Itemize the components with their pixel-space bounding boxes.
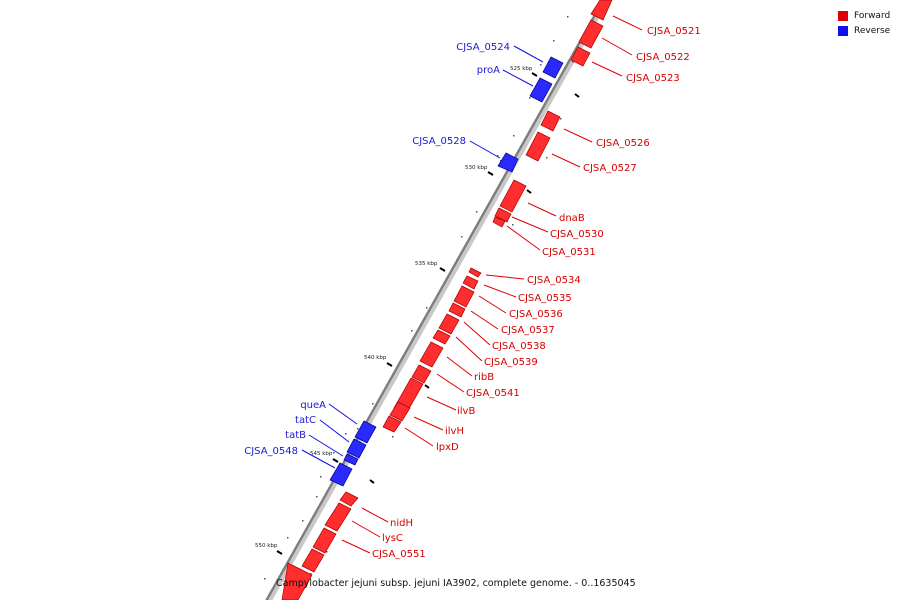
tick-535 xyxy=(439,267,446,272)
gene-label: CJSA_0521 xyxy=(647,26,701,37)
gene-label: CJSA_0531 xyxy=(542,247,596,258)
backbone-shadow xyxy=(266,0,610,600)
gene-label: CJSA_0536 xyxy=(509,309,563,320)
legend-reverse-label: Reverse xyxy=(854,25,891,36)
gene-label: CJSA_0522 xyxy=(636,52,690,63)
gene-dnaB[interactable] xyxy=(499,179,527,213)
gene-label: queA xyxy=(300,400,326,411)
gene-CJSA_0523[interactable] xyxy=(570,46,591,67)
gene-CJSA_0530[interactable] xyxy=(494,207,512,223)
gene-CJSA_0534[interactable] xyxy=(468,267,482,278)
tick-525 xyxy=(531,72,538,77)
gene-label: proA xyxy=(477,65,500,76)
gene-CJSA_0537[interactable] xyxy=(448,302,466,318)
gene-CJSA_0524[interactable] xyxy=(542,56,564,79)
gene-label: CJSA_0541 xyxy=(466,388,520,399)
tick-label: 530 kbp xyxy=(465,165,488,171)
gene-CJSA_0521[interactable] xyxy=(590,0,613,21)
legend-forward: Forward xyxy=(838,9,890,22)
gene-CJSA_0535[interactable] xyxy=(462,275,479,290)
gene-label: CJSA_0526 xyxy=(596,138,650,149)
gene-unlabeled[interactable] xyxy=(281,562,313,600)
tick-label: 550 kbp xyxy=(255,543,278,549)
tick-545 xyxy=(332,458,339,463)
gene-CJSA_0531[interactable] xyxy=(492,216,506,228)
gene-label: ilvH xyxy=(445,426,464,437)
gene-lysC[interactable] xyxy=(324,502,352,532)
gene-tatB[interactable] xyxy=(343,453,359,466)
gene-label: CJSA_0539 xyxy=(484,357,538,368)
tick-label: 545 kbp xyxy=(310,451,333,457)
forward-genes xyxy=(281,0,613,600)
gene-label: tatB xyxy=(285,430,306,441)
genome-caption: Campylobacter jejuni subsp. jejuni IA390… xyxy=(276,578,636,589)
gene-label: CJSA_0528 xyxy=(412,136,466,147)
gene-label: nidH xyxy=(390,518,413,529)
gene-CJSA_0541[interactable] xyxy=(411,364,432,384)
gene-label: lpxD xyxy=(436,442,459,453)
gene-label: ribB xyxy=(474,372,494,383)
tick-540 xyxy=(386,362,393,367)
genome-backbone xyxy=(265,0,605,600)
forward-labels: CJSA_0521 CJSA_0522 CJSA_0523 CJSA_0526 … xyxy=(372,26,701,560)
minor-tick xyxy=(526,189,532,194)
gene-CJSA_0526[interactable] xyxy=(540,110,561,132)
gene-unlabeled[interactable] xyxy=(301,548,325,573)
gene-proA[interactable] xyxy=(529,77,553,103)
legend: Forward Reverse xyxy=(838,9,890,39)
gene-tatC[interactable] xyxy=(346,438,367,459)
gene-CJSA_0539[interactable] xyxy=(432,329,451,345)
gene-label: CJSA_0530 xyxy=(550,229,604,240)
gene-label: CJSA_0538 xyxy=(492,341,546,352)
reverse-swatch xyxy=(838,25,848,36)
reverse-labels: CJSA_0524 proA CJSA_0528 queA tatC tatB … xyxy=(244,42,510,457)
gene-label: dnaB xyxy=(559,213,585,224)
tick-530 xyxy=(487,171,494,176)
tick-label: 525 kbp xyxy=(510,66,533,72)
gene-label: CJSA_0548 xyxy=(244,446,298,457)
tick-labels: 525 kbp 530 kbp 535 kbp 540 kbp 545 kbp … xyxy=(255,66,533,549)
legend-forward-label: Forward xyxy=(854,10,891,21)
tick-550 xyxy=(276,550,283,555)
gene-ribB[interactable] xyxy=(419,341,444,368)
tick-label: 540 kbp xyxy=(364,355,387,361)
gene-CJSA_0551[interactable] xyxy=(312,527,337,554)
gene-ilvH[interactable] xyxy=(389,401,411,422)
gene-label: ilvB xyxy=(457,406,475,417)
gene-label: CJSA_0551 xyxy=(372,549,426,560)
tick-label: 535 kbp xyxy=(415,261,438,267)
gene-CJSA_0527[interactable] xyxy=(525,131,551,162)
gene-CJSA_0522[interactable] xyxy=(578,19,604,49)
minor-tick xyxy=(369,479,375,484)
gene-label: CJSA_0535 xyxy=(518,293,572,304)
minor-tick xyxy=(424,384,430,389)
minor-tick xyxy=(574,93,580,98)
gene-CJSA_0536[interactable] xyxy=(453,285,475,308)
gene-label: CJSA_0524 xyxy=(456,42,510,53)
forward-swatch xyxy=(838,10,848,21)
legend-reverse: Reverse xyxy=(838,24,890,37)
gene-label: lysC xyxy=(382,533,403,544)
gene-label: CJSA_0534 xyxy=(527,275,581,286)
tick-marks xyxy=(276,72,580,555)
gene-label: CJSA_0537 xyxy=(501,325,555,336)
gene-label: CJSA_0527 xyxy=(583,163,637,174)
gene-nidH[interactable] xyxy=(339,491,359,507)
reverse-genes xyxy=(329,56,564,487)
gene-CJSA_0548[interactable] xyxy=(329,462,353,487)
gene-CJSA_0538[interactable] xyxy=(438,313,460,335)
gene-CJSA_0528[interactable] xyxy=(497,152,519,173)
forward-leader-lines xyxy=(341,15,643,554)
gene-lpxD[interactable] xyxy=(382,415,402,433)
reverse-leader-lines xyxy=(301,45,544,469)
gene-label: CJSA_0523 xyxy=(626,73,680,84)
gene-label: tatC xyxy=(295,415,316,426)
gene-queA[interactable] xyxy=(354,420,377,444)
